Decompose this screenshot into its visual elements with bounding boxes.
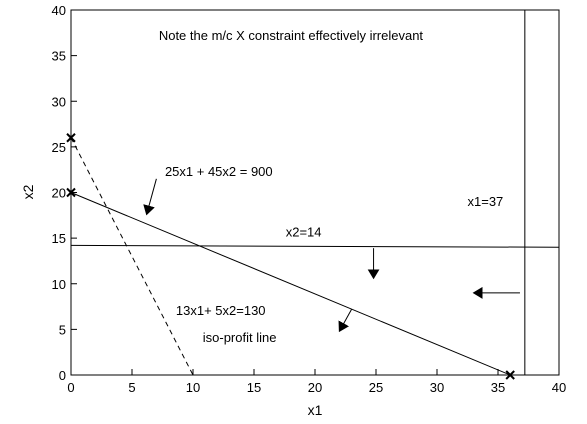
x-tick-label: 40 <box>552 380 566 395</box>
arrow <box>338 309 353 333</box>
x-tick-label: 30 <box>430 380 444 395</box>
annotation-c5: iso-profit line <box>203 330 277 345</box>
y-tick-label: 5 <box>59 322 66 337</box>
x-tick-label: 20 <box>308 380 322 395</box>
x-tick-label: 25 <box>369 380 383 395</box>
x-tick-label: 5 <box>128 380 135 395</box>
y-tick-label: 0 <box>59 368 66 383</box>
x-tick-label: 0 <box>67 380 74 395</box>
constraint-line <box>70 244 560 248</box>
y-tick-label: 10 <box>52 277 66 292</box>
x-marker <box>66 187 76 198</box>
x-axis-label: x1 <box>308 402 323 418</box>
annotation-c1: 25x1 + 45x2 = 900 <box>165 164 273 179</box>
axis-ticks: 0 5 10 15 20 25 30 35 40 0 5 10 15 20 25 30 35 40 <box>52 3 567 395</box>
x-marker <box>66 133 76 143</box>
arrow <box>143 178 157 216</box>
y-tick-label: 25 <box>52 140 66 155</box>
y-tick-label: 20 <box>52 186 66 201</box>
y-axis-label: x2 <box>20 184 36 199</box>
y-tick-label: 40 <box>52 3 66 18</box>
direction-arrows <box>143 178 520 333</box>
constraint-line <box>70 192 511 376</box>
annotation-c3: x1=37 <box>468 194 504 209</box>
x-tick-label: 15 <box>247 380 261 395</box>
annotation-c4: 13x1+ 5x2=130 <box>176 303 266 318</box>
annotation-c2: x2=14 <box>286 224 322 239</box>
corner-markers <box>66 133 515 380</box>
constraint-lines <box>70 10 560 376</box>
x-marker <box>505 370 515 380</box>
plot-frame <box>70 9 560 376</box>
annotations: Note the m/c X constraint effectively ir… <box>159 28 503 345</box>
y-tick-label: 35 <box>52 49 66 64</box>
x-tick-label: 10 <box>186 380 200 395</box>
y-tick-label: 15 <box>52 231 66 246</box>
x-tick-label: 35 <box>491 380 505 395</box>
annotation-note: Note the m/c X constraint effectively ir… <box>159 28 424 43</box>
y-tick-label: 30 <box>52 94 66 109</box>
